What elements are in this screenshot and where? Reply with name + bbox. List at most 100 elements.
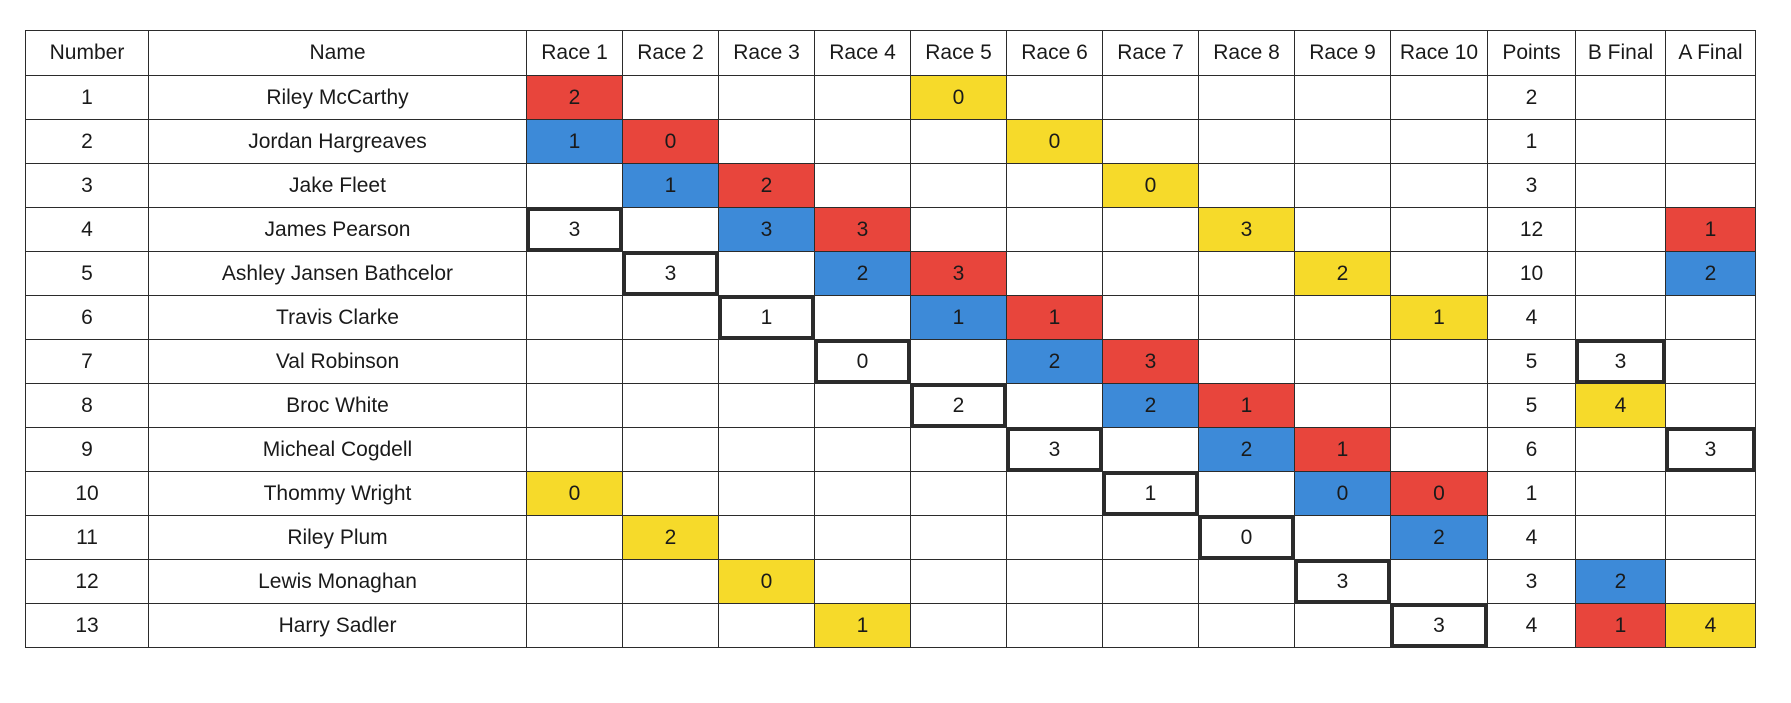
result-cell-red: 1 [1294, 427, 1391, 472]
result-cell [718, 383, 815, 428]
result-cell-boxed: 3 [1006, 427, 1103, 472]
rider-name: Jordan Hargreaves [148, 119, 527, 164]
result-cell [526, 251, 623, 296]
result-cell [1102, 515, 1199, 560]
result-cell [1006, 603, 1103, 648]
result-cell [1390, 383, 1488, 428]
result-cell [910, 515, 1007, 560]
rider-number: 1 [25, 75, 149, 120]
result-cell [1294, 163, 1391, 208]
result-cell [622, 427, 719, 472]
result-cell [1102, 251, 1199, 296]
rider-number: 4 [25, 207, 149, 252]
rider-name: Thommy Wright [148, 471, 527, 516]
result-cell [622, 383, 719, 428]
result-cell [1294, 75, 1391, 120]
result-cell [622, 207, 719, 252]
table-row: 9 Micheal Cogdell 3 2 1 6 3 [25, 427, 1756, 472]
rider-name: Lewis Monaghan [148, 559, 527, 604]
result-cell [1390, 339, 1488, 384]
result-cell-yellow: 1 [1390, 295, 1488, 340]
rider-number: 11 [25, 515, 149, 560]
column-header: Race 10 [1390, 30, 1488, 76]
header-row: Number Name Race 1 Race 2 Race 3 Race 4 Race 5… [25, 30, 1756, 76]
column-header: Number [25, 30, 149, 76]
column-header: Race 4 [814, 30, 911, 76]
result-cell [526, 383, 623, 428]
b-final-cell-yellow: 4 [1575, 383, 1666, 428]
result-cell [1102, 603, 1199, 648]
result-cell [1006, 515, 1103, 560]
column-header: Race 5 [910, 30, 1007, 76]
points-cell: 3 [1487, 163, 1576, 208]
result-cell-yellow: 0 [910, 75, 1007, 120]
points-cell: 6 [1487, 427, 1576, 472]
result-cell-blue: 3 [718, 207, 815, 252]
result-cell [1006, 163, 1103, 208]
b-final-cell-red: 1 [1575, 603, 1666, 648]
b-final-cell [1575, 295, 1666, 340]
result-cell-red: 3 [1102, 339, 1199, 384]
table-row: 2 Jordan Hargreaves 1 0 0 1 [25, 119, 1756, 164]
table-row: 8 Broc White 2 2 1 5 4 [25, 383, 1756, 428]
result-cell [1294, 207, 1391, 252]
result-cell [1006, 559, 1103, 604]
result-cell [1390, 119, 1488, 164]
result-cell-yellow: 3 [1198, 207, 1295, 252]
result-cell [1294, 383, 1391, 428]
result-cell [1198, 75, 1295, 120]
table-row: 10 Thommy Wright 0 1 0 0 1 [25, 471, 1756, 516]
b-final-cell-boxed: 3 [1575, 339, 1666, 384]
a-final-cell-boxed: 3 [1665, 427, 1756, 472]
result-cell-yellow: 0 [526, 471, 623, 516]
rider-name: Jake Fleet [148, 163, 527, 208]
b-final-cell [1575, 251, 1666, 296]
result-cell [1390, 427, 1488, 472]
result-cell [814, 427, 911, 472]
result-cell [814, 383, 911, 428]
result-cell [718, 251, 815, 296]
result-cell [526, 515, 623, 560]
result-cell [814, 515, 911, 560]
result-cell [622, 471, 719, 516]
result-cell-yellow: 0 [1102, 163, 1199, 208]
result-cell-blue: 2 [1198, 427, 1295, 472]
result-cell-boxed: 3 [622, 251, 719, 296]
result-cell [718, 603, 815, 648]
result-cell-blue: 0 [1294, 471, 1391, 516]
result-cell [1006, 383, 1103, 428]
points-cell: 5 [1487, 383, 1576, 428]
result-cell [1198, 339, 1295, 384]
points-cell: 4 [1487, 515, 1576, 560]
result-cell-boxed: 3 [1390, 603, 1488, 648]
result-cell-red: 3 [910, 251, 1007, 296]
result-cell [814, 119, 911, 164]
result-cell [1198, 119, 1295, 164]
result-cell [814, 163, 911, 208]
a-final-cell-blue: 2 [1665, 251, 1756, 296]
result-cell-boxed: 3 [1294, 559, 1391, 604]
result-cell [526, 427, 623, 472]
results-sheet: Number Name Race 1 Race 2 Race 3 Race 4 Race 5… [25, 30, 1756, 648]
result-cell [1294, 515, 1391, 560]
column-header: Race 9 [1294, 30, 1391, 76]
result-cell [622, 559, 719, 604]
rider-number: 8 [25, 383, 149, 428]
result-cell-red: 1 [1006, 295, 1103, 340]
result-cell [1294, 339, 1391, 384]
column-header: B Final [1575, 30, 1666, 76]
table-row: 4 James Pearson 3 3 3 3 12 1 [25, 207, 1756, 252]
result-cell [1294, 603, 1391, 648]
result-cell [1006, 471, 1103, 516]
rider-name: James Pearson [148, 207, 527, 252]
result-cell [1006, 75, 1103, 120]
result-cell [622, 295, 719, 340]
result-cell-boxed: 0 [1198, 515, 1295, 560]
rider-number: 2 [25, 119, 149, 164]
b-final-cell [1575, 515, 1666, 560]
race-results-table: Number Name Race 1 Race 2 Race 3 Race 4 Race 5… [25, 30, 1756, 648]
result-cell-yellow: 0 [718, 559, 815, 604]
result-cell [1102, 427, 1199, 472]
result-cell [1006, 207, 1103, 252]
table-row: 5 Ashley Jansen Bathcelor 3 2 3 2 10 2 [25, 251, 1756, 296]
